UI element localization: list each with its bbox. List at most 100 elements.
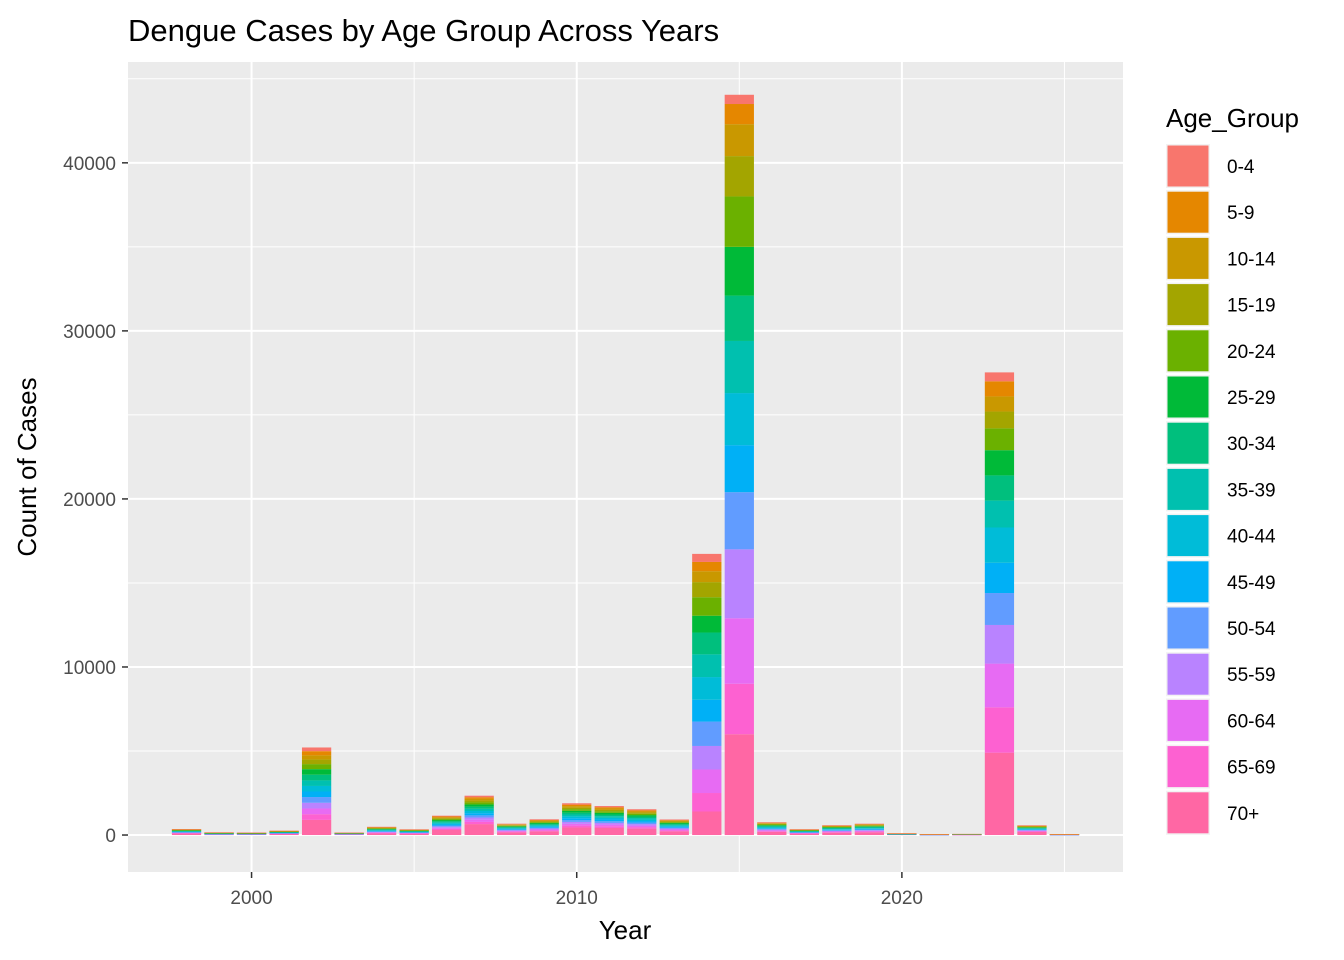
bar-segment [757,822,787,824]
legend-label: 10-14 [1227,249,1276,270]
bar-segment [789,831,819,833]
bar-segment [497,828,527,830]
bar-segment [659,824,689,826]
legend-swatch [1167,330,1209,372]
bar-segment [1017,829,1047,831]
bar-segment [1017,830,1047,831]
bar-segment [269,833,299,835]
legend-swatch [1167,422,1209,464]
bar-segment [854,823,885,825]
bar-segment [627,821,657,823]
bar-segment [301,769,332,775]
bar-segment [984,527,1015,563]
bar-segment [432,823,462,825]
bar-segment [399,833,429,834]
bar-segment [301,819,332,836]
bar-segment [919,834,950,835]
bar-segment [529,822,559,824]
bar-segment [594,816,624,818]
bar-segment [529,820,559,822]
bar-segment [822,825,852,826]
bar-segment [984,562,1015,594]
bar-segment [789,829,819,831]
bar-segment [659,829,689,831]
bar-segment [789,831,819,833]
bar-segment [659,826,689,828]
bar-segment [724,340,754,394]
bar-segment [529,823,559,824]
bar-segment [724,445,754,493]
y-tick-label: 0 [105,826,116,847]
bar-segment [692,811,722,836]
bar-segment [334,832,364,834]
bar-segment [724,94,754,105]
bar-segment [724,618,754,684]
x-tick-label: 2020 [881,888,923,909]
bar-segment [269,833,299,834]
bar-segment [366,826,397,828]
bar-segment [301,759,332,765]
bar-segment [171,829,202,831]
bar-segment [594,811,624,813]
bar-segment [366,827,397,828]
bar-segment [204,832,234,833]
bar-segment [464,815,494,818]
bar-segment [952,833,982,835]
legend-label: 5-9 [1227,203,1254,224]
bar-segment [1017,829,1047,830]
bar-segment [432,828,462,830]
bar-segment [822,830,852,831]
bar-segment [594,812,624,815]
bar-segment [854,830,885,831]
bar-segment [497,825,527,827]
bar-segment [497,829,527,831]
bar-segment [366,830,397,832]
bar-segment [399,833,429,834]
bar-segment [432,826,462,828]
bar-segment [789,829,819,830]
bar-segment [497,823,527,825]
bar-segment [497,824,527,825]
bar-segment [724,683,754,735]
bar-segment [529,828,559,830]
bar-segment [822,832,852,836]
bar-segment [464,806,494,809]
bar-segment [432,827,462,829]
bar-segment [301,755,332,760]
bar-segment [789,830,819,832]
bar-segment [497,832,527,836]
bar-segment [692,769,722,794]
bar-segment [984,450,1015,476]
y-axis-title: Count of Cases [12,377,42,556]
bar-segment [757,823,787,824]
bar-segment [562,820,592,822]
bar-segment [432,821,462,823]
legend-swatch [1167,607,1209,649]
bar-segment [594,808,624,810]
bar-segment [724,734,754,836]
bar-segment [301,774,332,781]
bar-segment [236,832,267,834]
bar-segment [464,810,494,814]
bar-segment [984,663,1015,708]
bar-segment [692,677,722,700]
y-tick-label: 40000 [63,154,116,175]
bar-segment [269,832,299,833]
bar-segment [692,597,722,616]
bar-segment [562,823,592,826]
bar-segment [366,827,397,829]
bar-segment [822,832,852,833]
bar-segment [854,824,885,825]
y-tick-label: 20000 [63,490,116,511]
legend-label: 40-44 [1227,527,1276,548]
legend-swatch [1167,699,1209,741]
legend-items: 0-4 5-9 10-14 15-19 20-24 25-29 30-34 35-39 40-4… [1166,144,1276,835]
legend-label: 15-19 [1227,296,1276,317]
bar-segment [1017,827,1047,829]
bar-segment [789,833,819,834]
bar-segment [464,800,494,803]
bar-segment [464,813,494,816]
bar-segment [757,828,787,830]
bar-segment [1017,830,1047,832]
stacked-bars [171,94,1080,836]
